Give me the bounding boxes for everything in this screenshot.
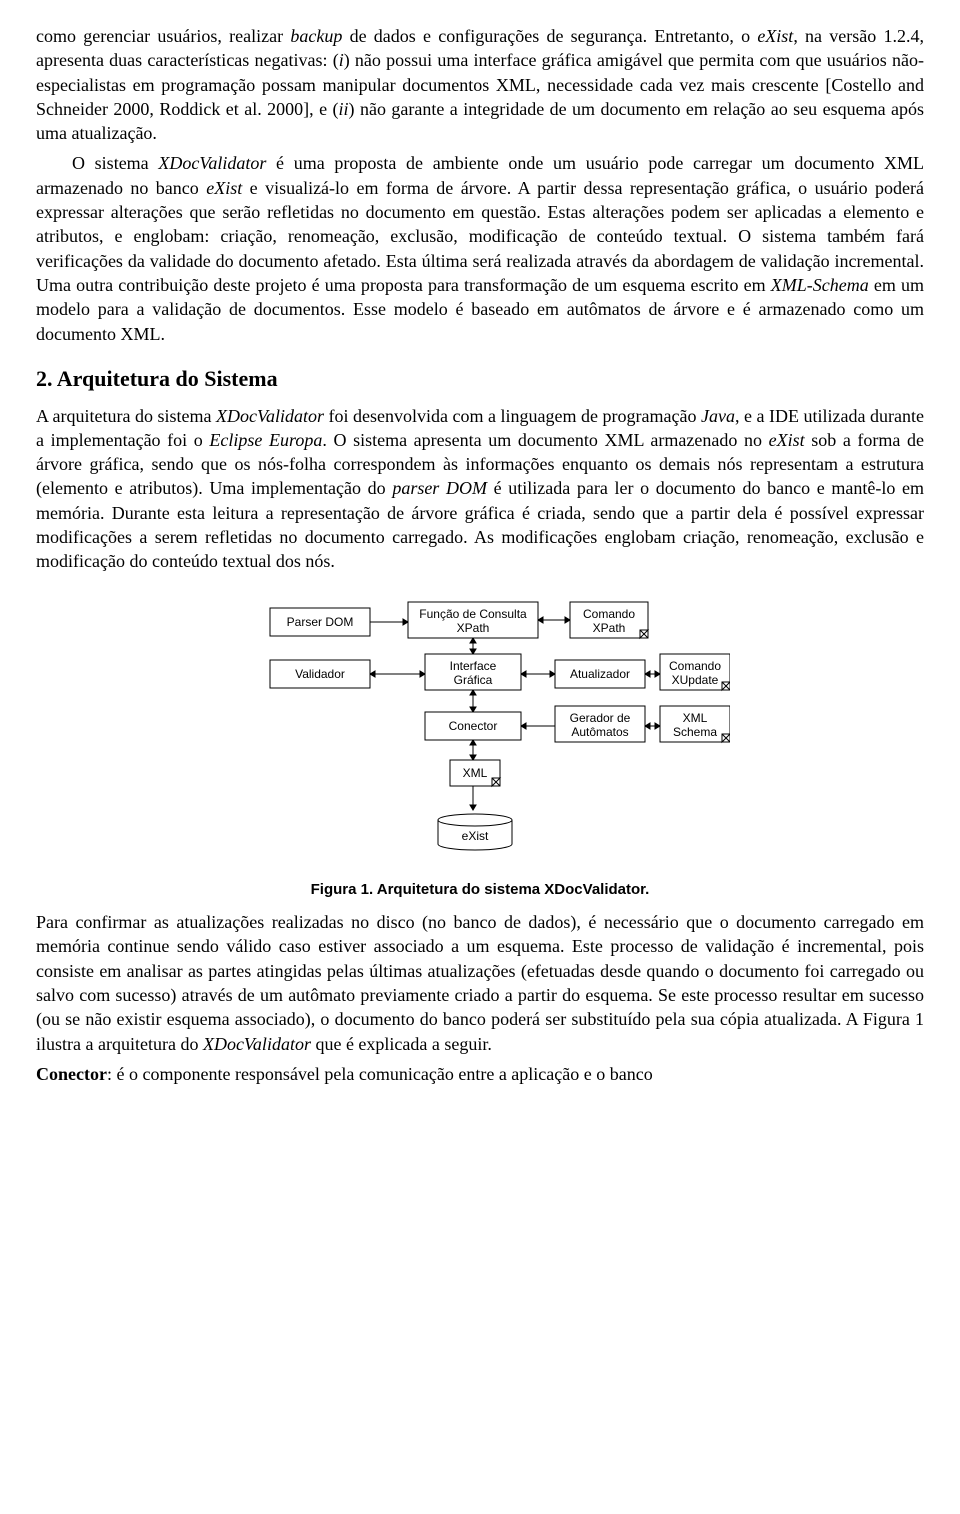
text-italic: eXist bbox=[769, 430, 805, 450]
paragraph-2: O sistema XDocValidator é uma proposta d… bbox=[36, 151, 924, 345]
svg-text:Interface: Interface bbox=[450, 659, 497, 673]
text-italic: eXist bbox=[206, 178, 242, 198]
text: O sistema bbox=[72, 153, 158, 173]
text: de dados e configurações de segurança. E… bbox=[342, 26, 757, 46]
svg-text:Gerador de: Gerador de bbox=[570, 711, 631, 725]
svg-text:eXist: eXist bbox=[462, 829, 489, 843]
text-italic: Eclipse Europa bbox=[209, 430, 322, 450]
svg-text:XML: XML bbox=[683, 711, 708, 725]
section-2-paragraph-3-definition: Conector: é o componente responsável pel… bbox=[36, 1062, 924, 1086]
paragraph-1: como gerenciar usuários, realizar backup… bbox=[36, 24, 924, 145]
svg-text:XML: XML bbox=[463, 766, 488, 780]
svg-text:Validador: Validador bbox=[295, 667, 345, 681]
svg-text:Parser DOM: Parser DOM bbox=[287, 615, 354, 629]
svg-text:Atualizador: Atualizador bbox=[570, 667, 630, 681]
text: A arquitetura do sistema bbox=[36, 406, 216, 426]
section-2-paragraph-1: A arquitetura do sistema XDocValidator f… bbox=[36, 404, 924, 574]
svg-text:Comando: Comando bbox=[583, 607, 635, 621]
text-italic: eXist bbox=[757, 26, 793, 46]
section-2-paragraph-2: Para confirmar as atualizações realizada… bbox=[36, 910, 924, 1056]
svg-text:Schema: Schema bbox=[673, 725, 717, 739]
text: . O sistema apresenta um documento XML a… bbox=[322, 430, 768, 450]
text: foi desenvolvida com a linguagem de prog… bbox=[324, 406, 701, 426]
figure-1: Parser DOMFunção de ConsultaXPathComando… bbox=[36, 588, 924, 901]
text: : é o componente responsável pela comuni… bbox=[107, 1064, 653, 1084]
text-italic: XDocValidator bbox=[203, 1034, 311, 1054]
figure-1-svg: Parser DOMFunção de ConsultaXPathComando… bbox=[230, 588, 730, 868]
svg-text:XPath: XPath bbox=[593, 621, 626, 635]
text-italic: XML-Schema bbox=[771, 275, 869, 295]
text: que é explicada a seguir. bbox=[311, 1034, 492, 1054]
text-italic: parser DOM bbox=[392, 478, 487, 498]
svg-text:Conector: Conector bbox=[449, 719, 498, 733]
section-2-heading: 2. Arquitetura do Sistema bbox=[36, 364, 924, 394]
text: Para confirmar as atualizações realizada… bbox=[36, 912, 924, 1053]
text-italic: Java bbox=[701, 406, 735, 426]
figure-1-caption: Figura 1. Arquitetura do sistema XDocVal… bbox=[36, 880, 924, 900]
definition-label: Conector bbox=[36, 1064, 107, 1084]
text: como gerenciar usuários, realizar bbox=[36, 26, 290, 46]
text-italic: backup bbox=[290, 26, 342, 46]
svg-text:Gráfica: Gráfica bbox=[454, 673, 493, 687]
svg-text:Autômatos: Autômatos bbox=[571, 725, 628, 739]
svg-text:XUpdate: XUpdate bbox=[672, 673, 719, 687]
svg-text:Função de Consulta: Função de Consulta bbox=[419, 607, 527, 621]
text-italic: XDocValidator bbox=[216, 406, 324, 426]
text-italic: ii bbox=[339, 99, 349, 119]
svg-text:XPath: XPath bbox=[457, 621, 490, 635]
svg-text:Comando: Comando bbox=[669, 659, 721, 673]
text-italic: XDocValidator bbox=[158, 153, 266, 173]
